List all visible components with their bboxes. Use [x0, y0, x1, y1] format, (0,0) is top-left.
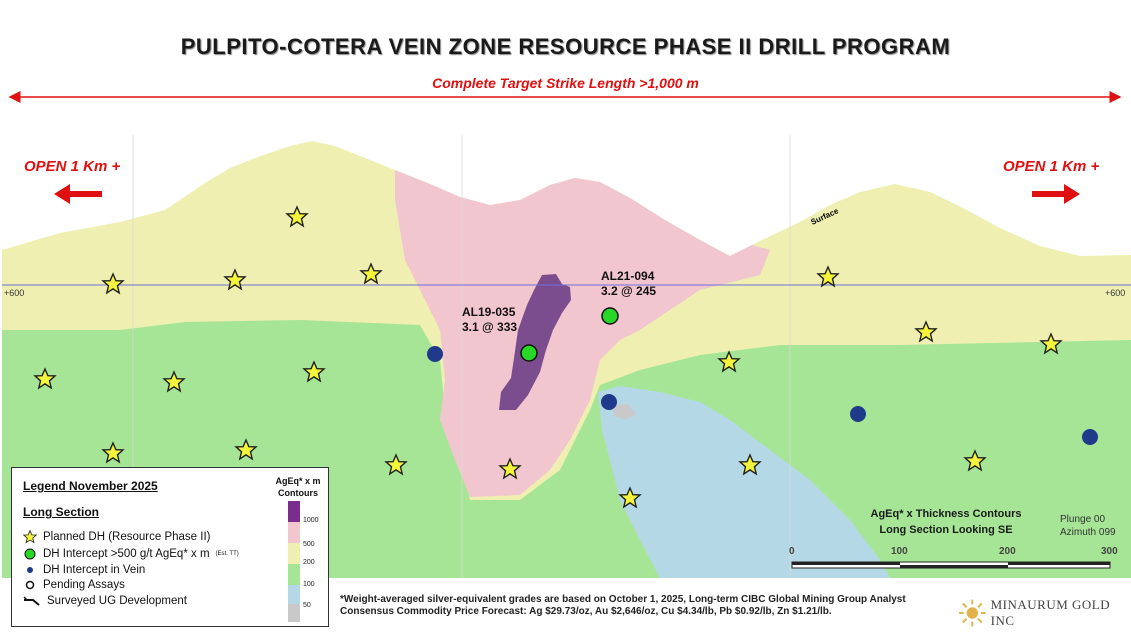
- contour-value: 100: [303, 581, 315, 588]
- legend-item-label: Surveyed UG Development: [47, 595, 187, 607]
- open-left-arrow: [54, 184, 102, 204]
- strike-length-label: Complete Target Strike Length >1,000 m: [432, 75, 699, 91]
- blue-dot-icon: [27, 567, 33, 573]
- planned-dh-star: [162, 370, 186, 393]
- open-left-label: OPEN 1 Km +: [24, 158, 121, 175]
- planned-dh-star: [234, 438, 258, 461]
- open-right-label: OPEN 1 Km +: [1003, 158, 1100, 175]
- scale-label-200: 200: [999, 546, 1016, 557]
- contour-value: 200: [303, 559, 315, 566]
- scale-label-100: 100: [891, 546, 908, 557]
- contour-value: 1000: [303, 517, 319, 524]
- legend-item-label: Pending Assays: [43, 579, 125, 591]
- intercept-value: 3.2 @ 245: [601, 284, 657, 298]
- planned-dh-star: [963, 449, 987, 472]
- plunge-label: Plunge 00: [1060, 514, 1106, 525]
- planned-dh-star: [738, 453, 762, 476]
- azimuth-label: Azimuth 099: [1060, 527, 1116, 538]
- contour-value: 50: [303, 602, 311, 609]
- contour-swatch-min: [288, 604, 300, 622]
- star-icon: [23, 530, 37, 544]
- planned-dh-star: [223, 268, 247, 291]
- legend-item-label: DH Intercept >500 g/t AgEq* x m: [43, 548, 210, 560]
- contour-500-zone: [395, 141, 770, 497]
- contour-swatch-500: [288, 522, 300, 543]
- scale-label-0: 0: [789, 546, 795, 557]
- contours-caption-line2: Long Section Looking SE: [879, 524, 1013, 536]
- planned-dh-star: [384, 453, 408, 476]
- green-dot-icon: [24, 548, 36, 560]
- legend-item-vein: DH Intercept in Vein: [23, 563, 145, 577]
- company-logo: MINAURUM GOLD INC: [958, 597, 1131, 629]
- footnote-line2: Consensus Commodity Price Forecast: Ag $…: [340, 606, 832, 617]
- legend-section-label: Long Section: [23, 505, 99, 519]
- vein-intercept-dot: [601, 394, 617, 410]
- legend-item-label: Planned DH (Resource Phase II): [43, 531, 211, 543]
- planned-dh-star: [717, 350, 741, 373]
- plunge-azimuth: Plunge 00 Azimuth 099: [1060, 513, 1116, 539]
- footnote-line1: *Weight-averaged silver-equivalent grade…: [340, 594, 906, 605]
- contour-50-zone: [598, 386, 890, 578]
- contour-title-line2: Contours: [278, 488, 318, 498]
- planned-dh-star: [618, 486, 642, 509]
- intercept-hole: AL19-035: [462, 305, 516, 319]
- scale-label-300: 300: [1101, 546, 1118, 557]
- planned-dh-star: [914, 320, 938, 343]
- vein-intercept-dot: [427, 346, 443, 362]
- open-right-arrow: [1032, 184, 1080, 204]
- legend-item-ug: Surveyed UG Development: [23, 594, 187, 608]
- planned-dh-star: [498, 457, 522, 480]
- planned-dh-star: [1039, 332, 1063, 355]
- legend-item-suffix: (Est. TT): [215, 551, 239, 557]
- intercept-value: 3.1 @ 333: [462, 320, 518, 334]
- contour-swatch-100: [288, 564, 300, 585]
- contour-legend-title: AgEq* x m Contours: [270, 475, 326, 499]
- sun-logo-icon: [958, 599, 986, 627]
- open-circle-icon: [25, 580, 35, 590]
- contour-value: 500: [303, 541, 315, 548]
- contour-title-line1: AgEq* x m: [275, 476, 321, 486]
- contour-swatch-200: [288, 543, 300, 564]
- planned-dh-star: [359, 262, 383, 285]
- vein-intercept-dot: [1082, 429, 1098, 445]
- contour-swatch-1000: [288, 501, 300, 522]
- level-600-left: +600: [4, 288, 25, 298]
- high-grade-intercept-dot: [601, 307, 619, 325]
- intercept-hole: AL21-094: [601, 269, 655, 283]
- legend-item-label: DH Intercept in Vein: [43, 564, 146, 576]
- legend-item-pending: Pending Assays: [23, 578, 125, 592]
- vein-intercept-dot: [850, 406, 866, 422]
- contours-caption-line1: AgEq* x Thickness Contours: [870, 508, 1022, 520]
- planned-dh-star: [101, 441, 125, 464]
- planned-dh-star: [285, 205, 309, 228]
- ug-development-icon: [23, 596, 40, 606]
- contours-caption: AgEq* x Thickness Contours Long Section …: [846, 506, 1046, 538]
- contour-swatch-50: [288, 585, 300, 604]
- legend-title: Legend November 2025: [23, 479, 158, 493]
- legend-item-intercept: DH Intercept >500 g/t AgEq* x m (Est. TT…: [23, 547, 239, 561]
- contour-1000-zone: [499, 274, 571, 410]
- legend-item-planned: Planned DH (Resource Phase II): [23, 530, 210, 544]
- planned-dh-star: [302, 360, 326, 383]
- planned-dh-star: [33, 367, 57, 390]
- legend-box: Legend November 2025 Long Section Planne…: [11, 467, 329, 627]
- planned-dh-star: [816, 265, 840, 288]
- scale-bar: [791, 561, 1111, 569]
- planned-dh-star: [101, 272, 125, 295]
- intercept-label-al21-094: AL21-094 3.2 @ 245: [601, 269, 656, 299]
- intercept-label-al19-035: AL19-035 3.1 @ 333: [462, 305, 517, 335]
- page-title: PULPITO-COTERA VEIN ZONE RESOURCE PHASE …: [180, 34, 951, 59]
- company-logo-text: MINAURUM GOLD INC: [990, 597, 1111, 628]
- high-grade-intercept-dot: [520, 344, 538, 362]
- level-600-right: +600: [1105, 288, 1126, 298]
- footnote: *Weight-averaged silver-equivalent grade…: [340, 594, 906, 618]
